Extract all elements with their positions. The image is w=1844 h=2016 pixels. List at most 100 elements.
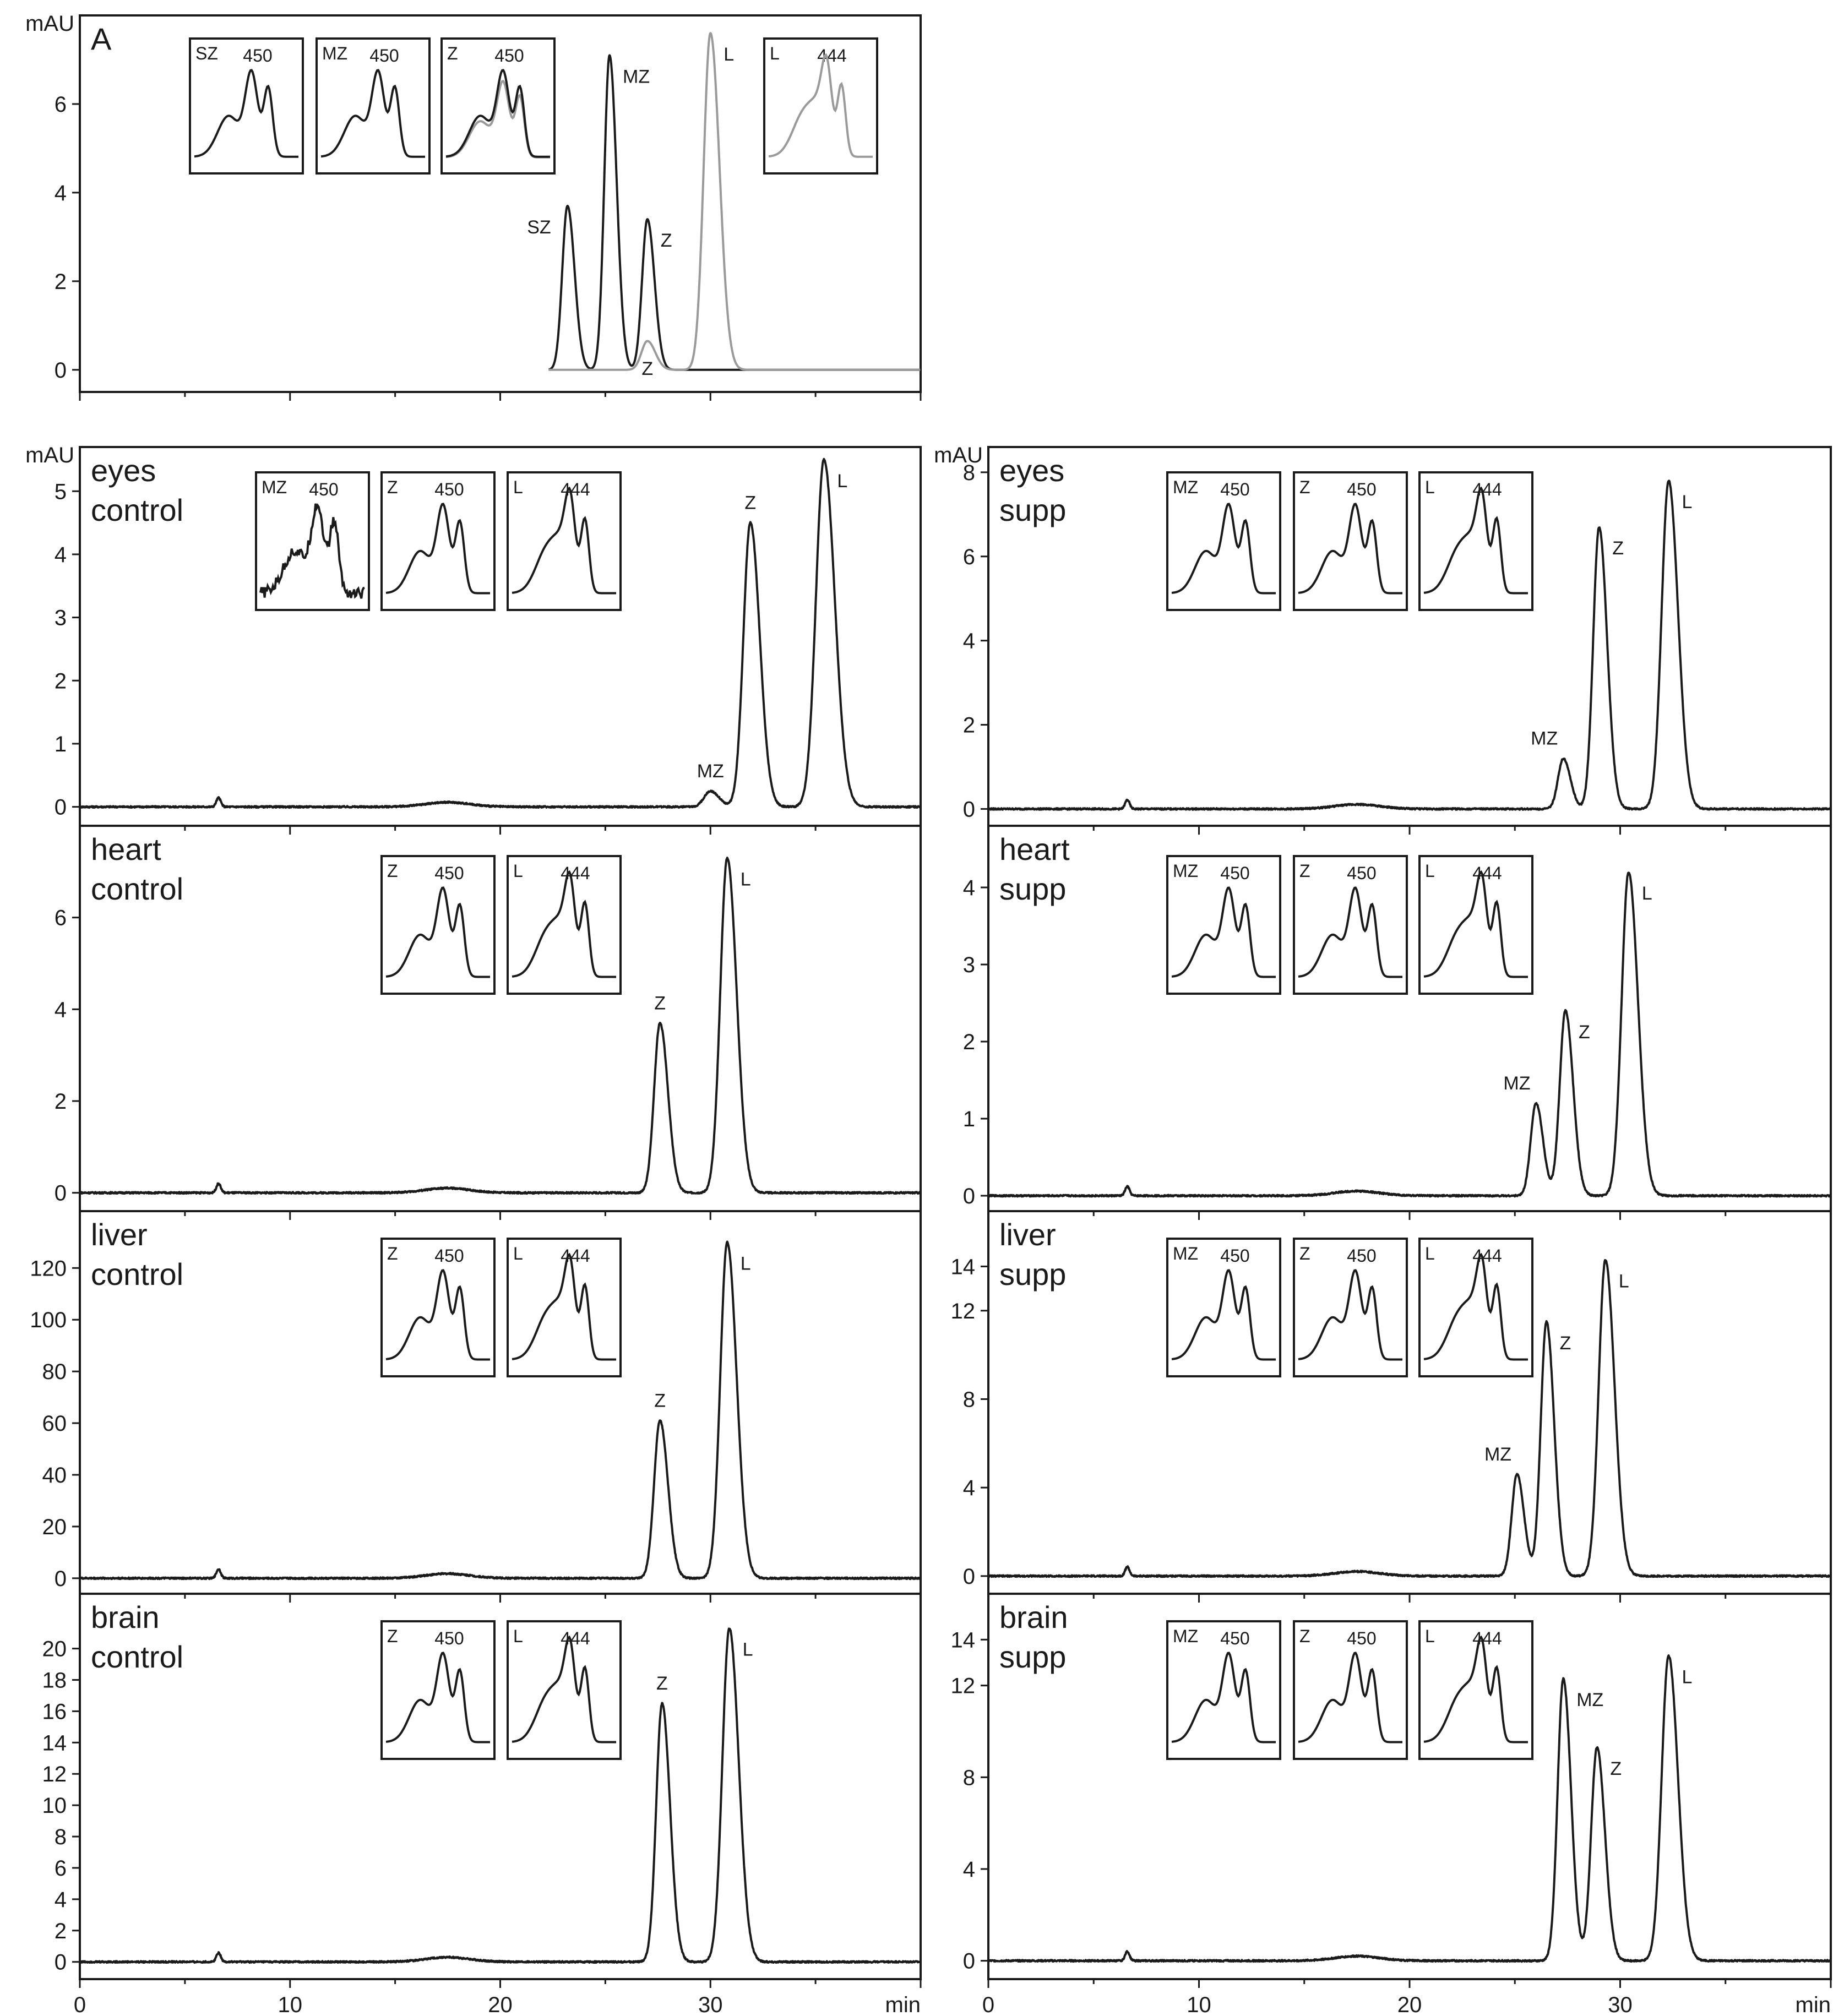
y-tick-label: 2: [55, 1919, 67, 1943]
panel-label: liver: [999, 1217, 1056, 1252]
spectrum-inset-label: L: [1425, 1626, 1435, 1646]
spectrum-inset-label: L: [1425, 1244, 1435, 1263]
panel-label: supp: [999, 1639, 1066, 1674]
spectrum-inset: [380, 855, 496, 995]
y-tick-label: 2: [55, 669, 67, 693]
y-tick-label: 10: [42, 1794, 67, 1818]
y-tick-label: 12: [951, 1299, 976, 1323]
chromatogram-series-line: [548, 32, 921, 371]
x-axis-label: min: [885, 1993, 921, 2016]
spectrum-inset-wavelength: 444: [1472, 480, 1502, 499]
spectrum-inset-label: MZ: [1173, 861, 1198, 881]
x-tick-label: 0: [74, 1993, 86, 2016]
y-tick-label: 20: [42, 1515, 67, 1539]
y-tick-label: 20: [42, 1637, 67, 1661]
spectrum-inset-wavelength: 450: [309, 480, 338, 499]
y-tick-label: 0: [55, 1950, 67, 1975]
plot-frame: [987, 825, 1832, 1212]
spectrum-curve: [1423, 1635, 1528, 1743]
spectrum-curve: [385, 503, 490, 595]
spectrum-inset-wavelength: 450: [1347, 480, 1376, 499]
y-tick-label: 4: [963, 876, 975, 900]
panel-liver-control: 0 20 40 60 80 100 120 liver control Z L Z 450 L 444: [30, 1210, 922, 1603]
y-tick-label: 1: [963, 1107, 975, 1131]
spectrum-inset: [507, 855, 622, 995]
spectrum-inset-wavelength: 450: [434, 863, 464, 883]
spectrum-inset-wavelength: 450: [1347, 1628, 1376, 1648]
panel-a-chromatogram: 0 2 4 6 mAU A SZ MZ Z Z L SZ 450 MZ 450 Z 450 L 444: [25, 12, 922, 401]
x-tick-label: 30: [1608, 1993, 1633, 2016]
y-tick-label: 0: [963, 1949, 975, 1974]
spectrum-inset: [1293, 855, 1408, 995]
peak-label: SZ: [527, 217, 551, 238]
y-tick-label: 0: [963, 797, 975, 821]
spectrum-curve: [1171, 503, 1276, 595]
spectrum-inset-wavelength: 444: [1472, 863, 1502, 883]
spectrum-inset-wavelength: 450: [494, 46, 524, 66]
panel-liver-supp: 0 4 8 12 14 liver supp MZ Z L MZ 450 Z 450 L 444: [951, 1210, 1832, 1603]
peak-label: MZ: [1484, 1444, 1511, 1465]
peak-label: Z: [1610, 1758, 1622, 1779]
y-tick-label: 2: [963, 1030, 975, 1054]
panel-label: brain: [91, 1600, 160, 1634]
plot-frame: [987, 1210, 1832, 1595]
peak-label: Z: [1612, 538, 1624, 559]
spectrum-curve: [385, 1652, 490, 1743]
chromatogram-series-line: [987, 871, 1832, 1198]
y-tick-label: 4: [55, 998, 67, 1022]
peak-label: MZ: [1531, 728, 1558, 749]
spectrum-inset-label: Z: [387, 477, 398, 497]
spectrum-inset-wavelength: 444: [561, 863, 590, 883]
peak-label: Z: [656, 1673, 668, 1694]
spectrum-inset-label: MZ: [1173, 1626, 1198, 1646]
spectrum-inset-wavelength: 450: [243, 46, 272, 66]
y-axis-label: mAU: [934, 443, 983, 467]
spectrum-curve: [1298, 886, 1402, 978]
peak-label: Z: [654, 1390, 666, 1411]
y-tick-label: 40: [42, 1463, 67, 1488]
spectrum-inset-label: L: [1425, 477, 1435, 497]
panel-label: supp: [999, 871, 1066, 906]
panel-label: control: [91, 871, 183, 906]
spectrum-inset-label: Z: [1299, 477, 1310, 497]
y-tick-label: 8: [963, 461, 975, 485]
y-tick-label: 0: [963, 1565, 975, 1589]
peak-label: MZ: [1576, 1690, 1603, 1710]
spectrum-curve: [194, 69, 298, 158]
spectrum-inset-wavelength: 444: [561, 1628, 590, 1648]
spectrum-inset-wavelength: 444: [817, 46, 846, 66]
panel-eyes-control: 0 1 2 3 4 5 mAU eyes control MZ Z L MZ 450 Z 450 L 444: [25, 443, 922, 835]
panel-label: control: [91, 493, 183, 527]
spectrum-inset-label: MZ: [1173, 477, 1198, 497]
y-tick-label: 3: [55, 606, 67, 630]
peak-label: MZ: [623, 66, 650, 87]
spectrum-inset: [440, 37, 556, 175]
peak-label: L: [741, 1253, 751, 1274]
spectrum-curve: [1423, 870, 1528, 978]
plot-frame: [79, 1210, 922, 1595]
y-tick-label: 8: [963, 1387, 975, 1412]
spectrum-inset-label: Z: [1299, 861, 1310, 881]
x-tick-label: 10: [1187, 1993, 1211, 2016]
peak-label: Z: [744, 493, 756, 514]
spectrum-curve: [320, 69, 425, 158]
panel-brain-control: 0 2 4 6 8 10 12 14 16 18 20 0 10 20 30 min brain control Z…: [42, 1593, 922, 2016]
plot-frame: [79, 825, 922, 1212]
y-tick-label: 14: [42, 1731, 67, 1755]
peak-label: L: [1642, 883, 1652, 904]
peak-label: L: [741, 869, 751, 890]
spectrum-curve: [1298, 1269, 1402, 1361]
spectrum-inset: [1418, 1238, 1533, 1377]
spectrum-inset: [189, 37, 304, 175]
peak-label: Z: [654, 993, 666, 1014]
spectrum-inset-label: L: [513, 861, 523, 881]
panel-heart-control: 0 2 4 6 heart control Z L Z 450 L 444: [55, 825, 922, 1220]
chromatogram-series-line: [987, 480, 1831, 811]
x-tick-label: 10: [278, 1993, 303, 2016]
y-tick-label: 0: [55, 795, 67, 820]
spectrum-inset: [316, 37, 431, 175]
y-axis-label: mAU: [25, 443, 74, 467]
spectrum-inset: [1166, 1238, 1281, 1377]
y-tick-label: 4: [963, 1857, 975, 1882]
